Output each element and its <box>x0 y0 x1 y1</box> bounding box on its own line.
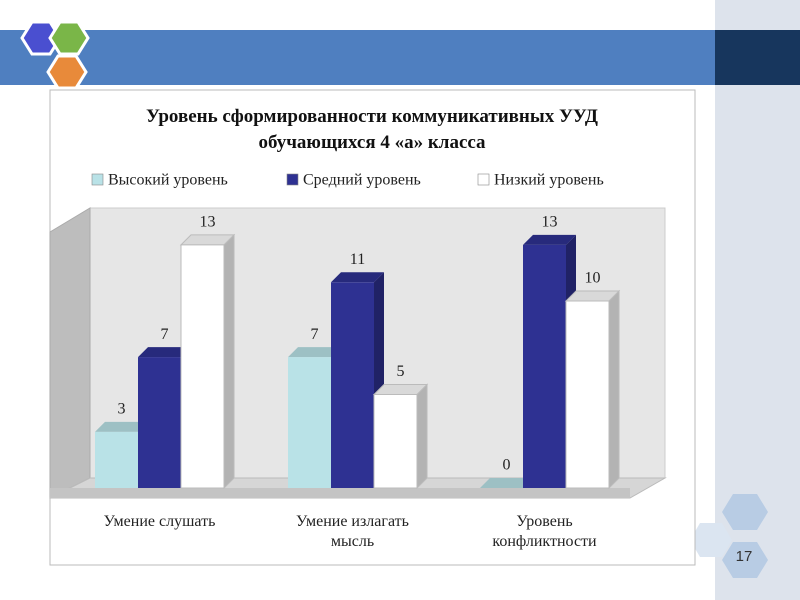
value-label: 10 <box>585 270 601 287</box>
hexagon <box>48 20 90 56</box>
value-label: 7 <box>311 326 319 343</box>
floor-edge <box>50 488 630 498</box>
value-label: 13 <box>542 214 558 231</box>
legend-swatch <box>286 173 299 186</box>
value-label: 7 <box>161 326 169 343</box>
side-wall <box>49 207 91 499</box>
value-label: 3 <box>118 401 126 418</box>
bar-top <box>372 384 429 395</box>
bar-top <box>331 272 384 283</box>
hexagon <box>46 54 88 90</box>
chart-title: Уровень сформированности коммуникативных… <box>145 106 599 153</box>
legend-label: Средний уровень <box>303 172 421 189</box>
legend-label: Низкий уровень <box>494 172 604 189</box>
bar-top <box>95 421 148 432</box>
bar <box>95 431 138 488</box>
bar <box>373 394 418 489</box>
bar <box>180 244 225 489</box>
top-band <box>0 30 715 85</box>
legend-swatch <box>91 173 104 186</box>
bar-top <box>564 290 621 302</box>
bar <box>523 244 566 488</box>
bar <box>288 357 331 488</box>
bar-top <box>523 234 576 245</box>
x-tick-label: Умение слушать <box>103 513 216 530</box>
bar <box>565 300 610 489</box>
legend-label: Высокий уровень <box>108 172 228 189</box>
top-band-dark <box>715 30 800 85</box>
value-label: 13 <box>200 214 216 231</box>
value-label: 5 <box>397 363 405 380</box>
hexagon <box>722 542 768 578</box>
value-label: 11 <box>350 251 365 268</box>
bar-top <box>138 347 191 358</box>
x-tick-label: Уровень конфликтности <box>492 513 597 550</box>
bar-top <box>480 478 533 488</box>
bar-side <box>223 233 235 490</box>
bar-side <box>608 289 620 490</box>
legend-swatch <box>477 173 490 186</box>
slide-number: 17 <box>735 548 753 565</box>
hexagon <box>722 494 768 530</box>
hexagon <box>690 523 732 557</box>
bar-side <box>416 383 428 490</box>
bar-top <box>288 347 341 358</box>
bar-top <box>179 234 236 246</box>
bar <box>138 357 181 488</box>
value-label: 0 <box>503 457 511 474</box>
x-tick-label: Умение излагать мысль <box>296 513 409 550</box>
bar <box>331 282 374 488</box>
